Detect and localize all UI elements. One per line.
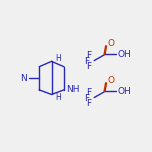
Text: H: H [55,93,61,102]
Text: F: F [86,88,91,97]
Text: H: H [55,54,61,63]
Text: N: N [20,74,27,83]
Text: F: F [86,51,91,60]
Text: OH: OH [117,87,131,96]
Text: OH: OH [117,50,131,59]
Text: O: O [107,76,114,85]
Text: F: F [86,62,91,71]
Text: F: F [84,94,89,103]
Text: F: F [86,99,91,108]
Text: NH: NH [66,85,80,94]
Text: F: F [84,57,89,66]
Text: O: O [107,39,114,48]
